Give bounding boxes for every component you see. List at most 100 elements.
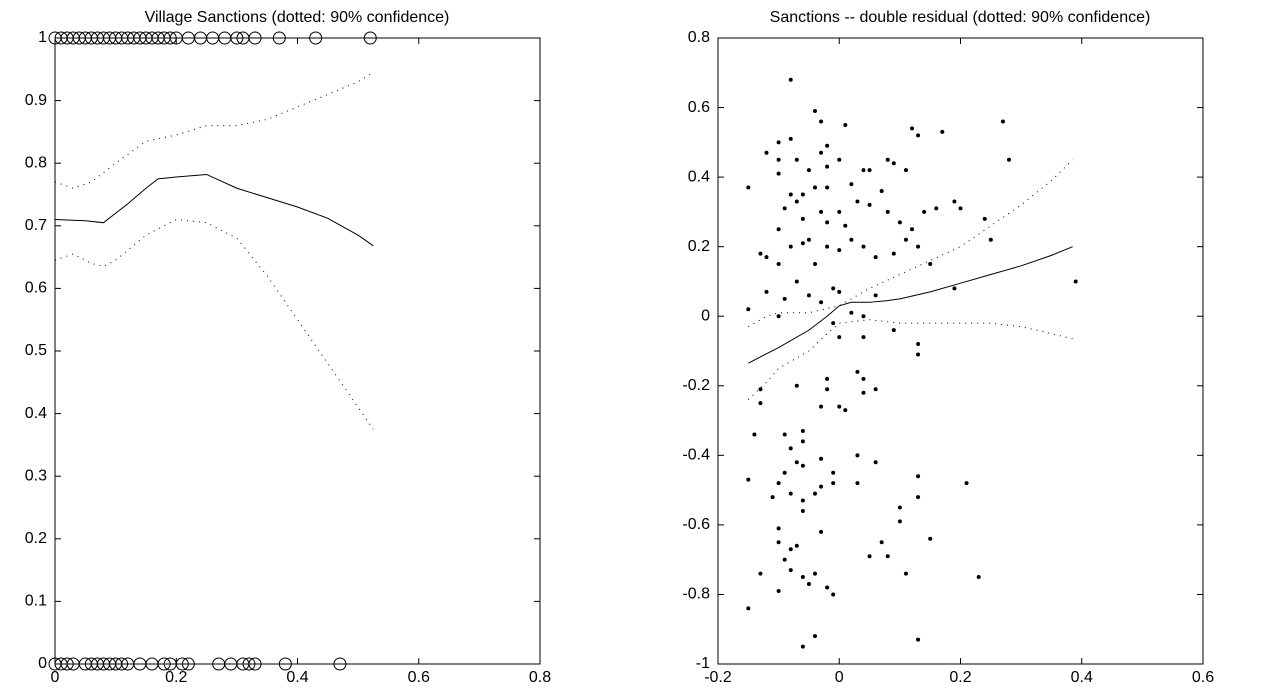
data-point: [794, 460, 799, 465]
data-point: [782, 206, 787, 211]
data-point: [855, 369, 860, 374]
data-point: [837, 335, 842, 340]
data-point: [776, 481, 781, 486]
data-point: [776, 140, 781, 145]
data-point: [867, 168, 872, 173]
data-point: [813, 491, 817, 496]
data-point: [806, 293, 811, 298]
data-point: [278, 657, 292, 671]
data-point: [843, 122, 848, 127]
data-point: [60, 657, 74, 671]
data-point: [916, 342, 921, 347]
data-point: [861, 314, 866, 319]
data-point: [928, 262, 933, 267]
y-tick-label: 0.6: [25, 280, 47, 297]
data-point: [916, 474, 921, 479]
y-tick-label: 0.5: [25, 342, 47, 359]
data-point: [776, 588, 781, 593]
data-point: [800, 216, 805, 221]
data-point: [819, 119, 824, 124]
data-point: [849, 310, 854, 315]
data-point: [1073, 279, 1078, 284]
data-point: [776, 227, 781, 232]
data-point: [746, 185, 751, 190]
data-point: [964, 481, 969, 486]
data-point: [788, 568, 793, 573]
data-point: [837, 248, 842, 253]
data-point: [163, 31, 177, 45]
data-point: [776, 262, 781, 267]
data-point: [873, 293, 878, 298]
y-tick-label: 0.4: [688, 168, 710, 185]
data-point: [825, 387, 830, 392]
data-point: [837, 157, 842, 162]
data-point: [885, 157, 890, 162]
x-tick-label: 0.4: [1071, 669, 1093, 686]
data-point: [861, 390, 866, 395]
data-point: [788, 192, 793, 197]
x-tick-label: 0.2: [165, 669, 187, 686]
data-point: [175, 657, 189, 671]
x-tick-label: 0.2: [949, 669, 971, 686]
data-point: [825, 143, 830, 148]
data-point: [885, 554, 890, 559]
data-point: [794, 383, 799, 388]
data-point: [910, 126, 914, 131]
data-point: [776, 540, 781, 545]
data-point: [782, 296, 787, 301]
data-point: [813, 571, 817, 576]
data-point: [891, 251, 896, 256]
data-point: [782, 470, 787, 475]
data-point: [861, 376, 866, 381]
data-point: [819, 300, 824, 305]
line-series: [54, 173, 374, 247]
data-point: [819, 529, 824, 534]
chart-title: Sanctions -- double residual (dotted: 90…: [770, 9, 1151, 26]
data-point: [819, 209, 824, 214]
data-point: [819, 484, 824, 489]
data-point: [788, 77, 793, 82]
data-point: [843, 223, 848, 228]
data-point: [813, 109, 817, 114]
data-point: [800, 575, 805, 580]
data-point: [825, 220, 830, 225]
data-point: [897, 519, 902, 524]
data-point: [363, 31, 377, 45]
data-point: [922, 209, 927, 214]
data-point: [806, 168, 811, 173]
data-point: [758, 387, 763, 392]
data-point: [855, 481, 860, 486]
y-tick-label: 1: [38, 29, 47, 46]
data-point: [181, 657, 195, 671]
y-tick-label: 0.1: [25, 593, 47, 610]
line-series: [54, 72, 374, 189]
data-point: [988, 237, 993, 242]
data-point: [849, 237, 854, 242]
data-point: [843, 408, 848, 413]
data-point: [825, 376, 830, 381]
data-point: [897, 505, 902, 510]
data-point: [855, 199, 860, 204]
data-point: [788, 547, 793, 552]
data-point: [934, 206, 939, 211]
data-point: [903, 571, 908, 576]
data-point: [746, 606, 751, 611]
data-point: [825, 244, 830, 249]
data-point: [819, 150, 824, 155]
data-point: [903, 237, 908, 242]
y-tick-label: -0.8: [682, 586, 710, 603]
y-tick-label: 0: [38, 655, 47, 672]
data-point: [916, 133, 921, 138]
data-point: [813, 262, 817, 267]
data-point: [1007, 157, 1011, 162]
data-point: [794, 543, 799, 548]
data-point: [746, 477, 751, 482]
y-tick-label: 0.2: [25, 530, 47, 547]
data-point: [776, 314, 781, 319]
x-tick-label: 0: [51, 669, 60, 686]
data-point: [916, 495, 921, 500]
line-series: [748, 159, 1074, 328]
data-point: [1000, 119, 1005, 124]
data-point: [867, 554, 872, 559]
